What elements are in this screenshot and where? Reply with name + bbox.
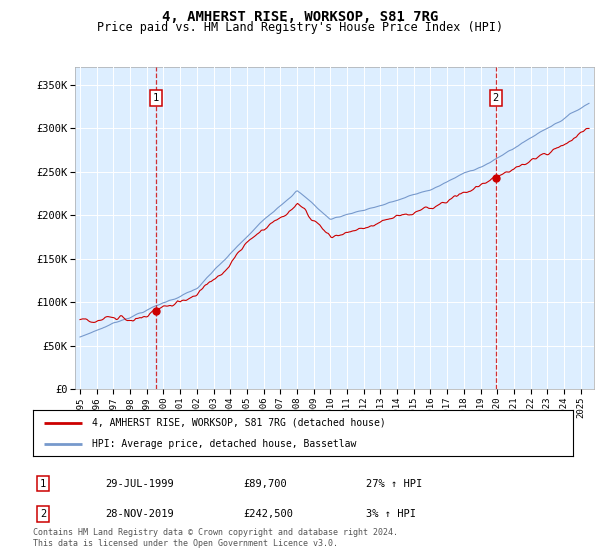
Text: 3% ↑ HPI: 3% ↑ HPI	[366, 509, 416, 519]
Text: 29-JUL-1999: 29-JUL-1999	[105, 479, 174, 489]
Text: 28-NOV-2019: 28-NOV-2019	[105, 509, 174, 519]
Text: 1: 1	[153, 93, 160, 103]
Text: Contains HM Land Registry data © Crown copyright and database right 2024.
This d: Contains HM Land Registry data © Crown c…	[33, 528, 398, 548]
Text: £89,700: £89,700	[243, 479, 287, 489]
Text: 4, AMHERST RISE, WORKSOP, S81 7RG (detached house): 4, AMHERST RISE, WORKSOP, S81 7RG (detac…	[92, 418, 386, 428]
Text: Price paid vs. HM Land Registry's House Price Index (HPI): Price paid vs. HM Land Registry's House …	[97, 21, 503, 34]
Text: 27% ↑ HPI: 27% ↑ HPI	[366, 479, 422, 489]
Text: 2: 2	[40, 509, 46, 519]
Text: 2: 2	[493, 93, 499, 103]
Text: 4, AMHERST RISE, WORKSOP, S81 7RG: 4, AMHERST RISE, WORKSOP, S81 7RG	[162, 10, 438, 24]
Text: 1: 1	[40, 479, 46, 489]
Text: HPI: Average price, detached house, Bassetlaw: HPI: Average price, detached house, Bass…	[92, 439, 357, 449]
Text: £242,500: £242,500	[243, 509, 293, 519]
